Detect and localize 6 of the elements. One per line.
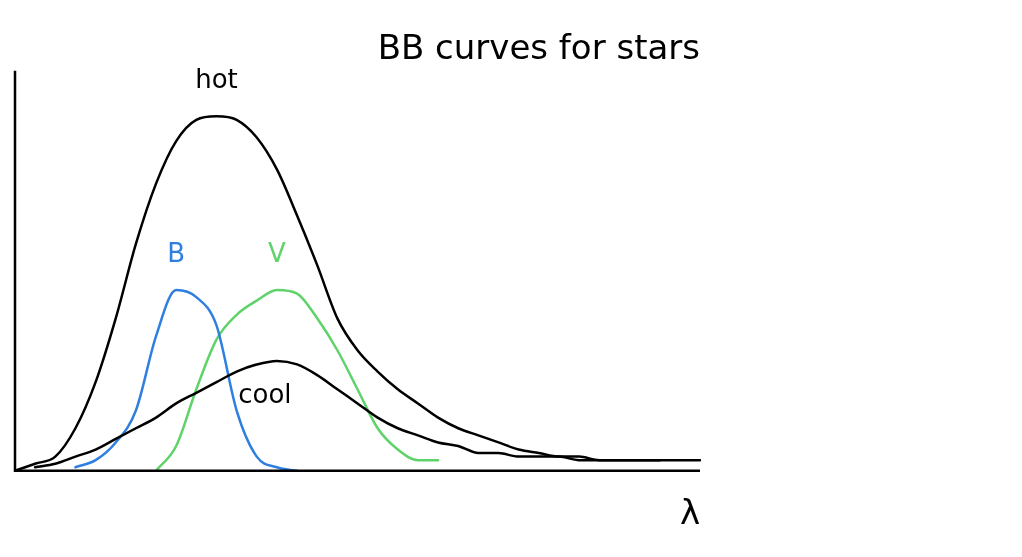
series-label: V xyxy=(268,237,287,268)
series-label: B xyxy=(167,237,186,268)
chart-title: BB curves for stars xyxy=(377,27,700,68)
series-label: cool xyxy=(238,378,292,409)
series-label: hot xyxy=(195,64,238,94)
x-axis-title: λ xyxy=(679,492,700,533)
